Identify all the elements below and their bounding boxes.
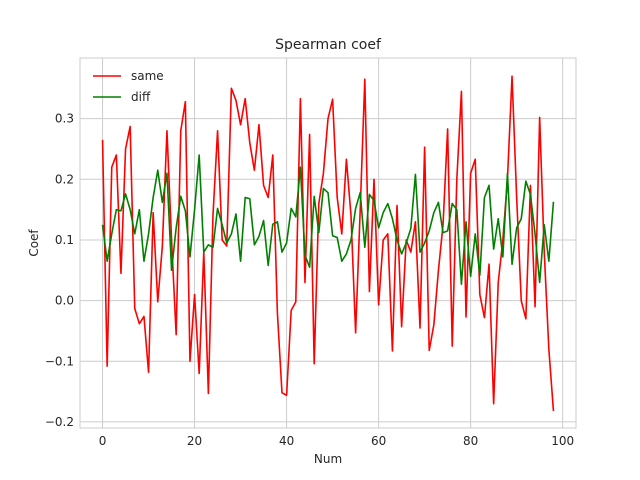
x-tick-label: 0	[99, 434, 107, 448]
y-axis-label: Coef	[27, 229, 41, 257]
x-tick-label: 80	[463, 434, 478, 448]
y-tick-labels: −0.2 −0.1 0.0 0.1 0.2 0.3	[45, 112, 74, 429]
series-line-diff	[101, 154, 555, 286]
series-line-same	[101, 75, 555, 412]
legend-label-same: same	[131, 69, 164, 83]
y-tick-label: 0.2	[55, 172, 74, 186]
y-tick-label: 0.1	[55, 233, 74, 247]
y-tick-label: −0.1	[45, 354, 74, 368]
x-tick-label: 40	[279, 434, 294, 448]
x-tick-label: 100	[551, 434, 574, 448]
x-tick-label: 20	[187, 434, 202, 448]
y-tick-label: 0.3	[55, 112, 74, 126]
x-tick-labels: 0 20 40 60 80 100	[99, 434, 574, 448]
legend-label-diff: diff	[131, 90, 151, 104]
x-tick-label: 60	[371, 434, 386, 448]
legend: same diff	[93, 69, 164, 104]
series-layer	[101, 75, 555, 412]
y-tick-label: 0.0	[55, 294, 74, 308]
plot-frame	[79, 57, 577, 429]
y-tick-label: −0.2	[45, 415, 74, 429]
x-axis-label: Num	[314, 452, 342, 466]
chart-title: Spearman coef	[275, 37, 382, 53]
